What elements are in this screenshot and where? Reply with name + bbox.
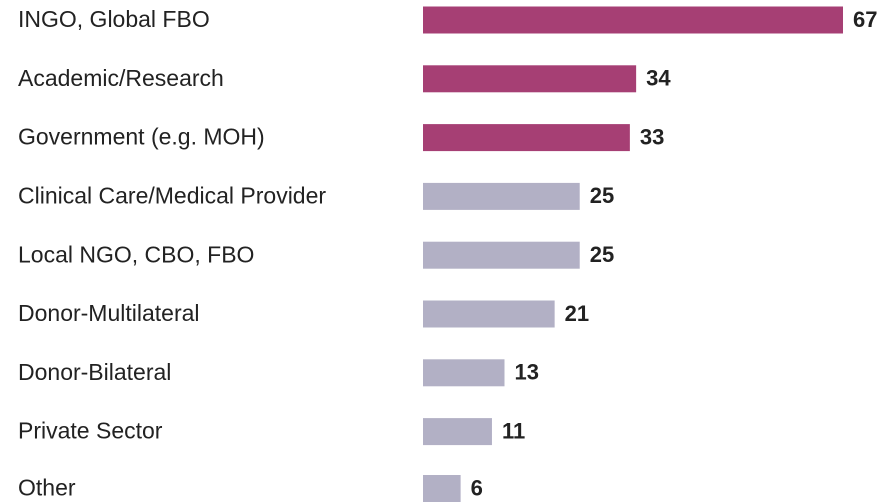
value-label: 25 <box>590 242 614 267</box>
bar <box>423 124 630 152</box>
bar <box>423 359 505 387</box>
bar <box>423 418 492 446</box>
category-label: Private Sector <box>18 418 163 444</box>
value-label: 13 <box>514 360 538 385</box>
value-label: 6 <box>471 475 483 500</box>
bar <box>423 300 555 328</box>
bar <box>423 6 843 34</box>
value-label: 67 <box>853 7 877 32</box>
bar <box>423 475 461 502</box>
category-label: Local NGO, CBO, FBO <box>18 241 254 267</box>
value-label: 33 <box>640 124 664 149</box>
value-label: 25 <box>590 183 614 208</box>
category-label: Donor-Bilateral <box>18 359 171 385</box>
category-label: INGO, Global FBO <box>18 6 210 32</box>
value-label: 34 <box>646 66 671 91</box>
bar <box>423 182 580 210</box>
bar <box>423 241 580 269</box>
value-label: 11 <box>502 418 525 443</box>
bar <box>423 65 637 93</box>
category-label: Academic/Research <box>18 65 224 91</box>
value-label: 21 <box>565 301 589 326</box>
category-label: Donor-Multilateral <box>18 300 200 326</box>
category-label: Government (e.g. MOH) <box>18 124 265 150</box>
category-label: Other <box>18 475 76 501</box>
category-label: Clinical Care/Medical Provider <box>18 182 326 208</box>
